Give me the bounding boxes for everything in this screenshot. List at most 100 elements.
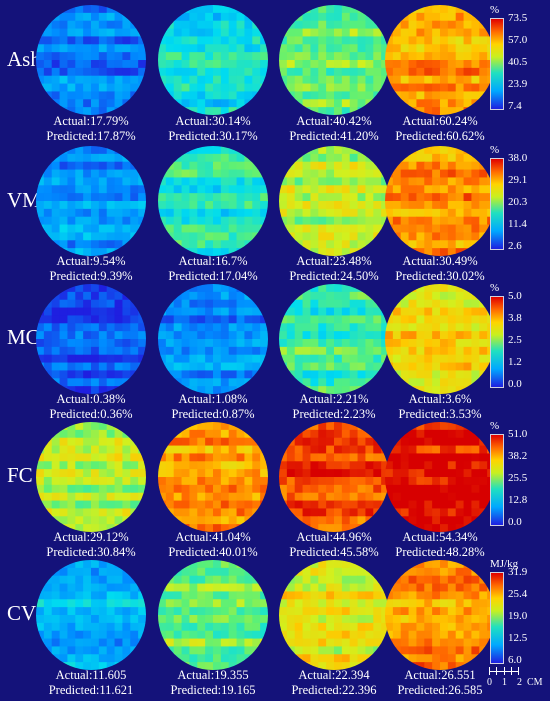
sample-map <box>158 422 268 532</box>
caption-predicted: Predicted:30.17% <box>168 129 258 143</box>
colorbar-unit: % <box>490 144 500 156</box>
caption-actual: Actual:1.08% <box>178 392 248 406</box>
caption-predicted: Predicted:9.39% <box>49 269 133 283</box>
colorbar <box>490 434 504 526</box>
caption-actual: Actual:41.04% <box>175 530 251 544</box>
colorbar-tick: 6.0 <box>508 654 522 666</box>
caption-actual: Actual:54.34% <box>402 530 478 544</box>
caption-actual: Actual:11.605 <box>55 668 127 682</box>
colorbar-tick: 38.2 <box>508 450 528 462</box>
caption-predicted: Predicted:22.396 <box>291 683 377 697</box>
row-label-cv: CV <box>7 601 37 625</box>
colorbar <box>490 296 504 388</box>
sample-map <box>36 146 146 256</box>
caption-actual: Actual:17.79% <box>53 114 129 128</box>
colorbar-tick: 40.5 <box>508 56 528 68</box>
caption-predicted: Predicted:17.87% <box>46 129 136 143</box>
colorbar-tick: 19.0 <box>508 610 528 622</box>
colorbar-unit: MJ/kg <box>490 558 519 570</box>
caption-actual: Actual:29.12% <box>53 530 129 544</box>
caption-actual: Actual:0.38% <box>56 392 126 406</box>
caption-predicted: Predicted:0.36% <box>49 407 133 421</box>
row-label-mc: MC <box>7 325 40 349</box>
row-label-fc: FC <box>7 463 33 487</box>
caption-predicted: Predicted:19.165 <box>170 683 256 697</box>
colorbar-unit: % <box>490 420 500 432</box>
colorbar-tick: 73.5 <box>508 12 528 24</box>
colorbar-tick: 23.9 <box>508 78 528 90</box>
sample-map <box>36 5 146 115</box>
sample-map <box>279 5 389 115</box>
sample-map <box>36 284 146 394</box>
sample-map <box>385 5 495 115</box>
colorbar-tick: 2.6 <box>508 240 522 252</box>
sample-map <box>158 146 268 256</box>
colorbar-tick: 51.0 <box>508 428 528 440</box>
colorbar <box>490 18 504 110</box>
caption-actual: Actual:30.14% <box>175 114 251 128</box>
scale-label: 0 <box>487 677 492 688</box>
sample-map <box>279 146 389 256</box>
colorbar-tick: 0.0 <box>508 516 522 528</box>
colorbar-tick: 7.4 <box>508 100 522 112</box>
sample-map <box>385 560 495 670</box>
colorbar-tick: 25.5 <box>508 472 528 484</box>
sample-map <box>36 422 146 532</box>
caption-predicted: Predicted:48.28% <box>395 545 485 559</box>
caption-actual: Actual:16.7% <box>178 254 248 268</box>
colorbar-tick: 31.9 <box>508 566 528 578</box>
colorbar-unit: % <box>490 4 500 16</box>
sample-map <box>36 560 146 670</box>
caption-predicted: Predicted:17.04% <box>168 269 258 283</box>
caption-actual: Actual:40.42% <box>296 114 372 128</box>
caption-predicted: Predicted:30.84% <box>46 545 136 559</box>
sample-map <box>279 422 389 532</box>
caption-predicted: Predicted:11.621 <box>48 683 134 697</box>
caption-predicted: Predicted:24.50% <box>289 269 379 283</box>
sample-map <box>279 560 389 670</box>
sample-map <box>158 5 268 115</box>
colorbar-tick: 12.5 <box>508 632 528 644</box>
caption-predicted: Predicted:41.20% <box>289 129 379 143</box>
colorbar-tick: 20.3 <box>508 196 528 208</box>
colorbar-tick: 0.0 <box>508 378 522 390</box>
colorbar-unit: % <box>490 282 500 294</box>
caption-predicted: Predicted:45.58% <box>289 545 379 559</box>
colorbar <box>490 572 504 664</box>
colorbar-tick: 25.4 <box>508 588 528 600</box>
caption-predicted: Predicted:30.02% <box>395 269 485 283</box>
caption-actual: Actual:23.48% <box>296 254 372 268</box>
scale-label: CM <box>527 677 543 688</box>
row-label-vm: VM <box>7 188 41 212</box>
caption-actual: Actual:19.355 <box>177 668 249 682</box>
caption-actual: Actual:60.24% <box>402 114 478 128</box>
scale-label: 1 <box>502 677 507 688</box>
caption-predicted: Predicted:3.53% <box>398 407 482 421</box>
caption-actual: Actual:3.6% <box>408 392 472 406</box>
colorbar-tick: 3.8 <box>508 312 522 324</box>
row-label-ash: Ash <box>7 47 41 71</box>
caption-predicted: Predicted:2.23% <box>292 407 376 421</box>
colorbar <box>490 158 504 250</box>
caption-predicted: Predicted:40.01% <box>168 545 258 559</box>
caption-actual: Actual:22.394 <box>298 668 370 682</box>
colorbar-tick: 2.5 <box>508 334 522 346</box>
sample-map <box>158 560 268 670</box>
colorbar-tick: 12.8 <box>508 494 528 506</box>
sample-map <box>385 146 495 256</box>
scale-bar <box>487 665 527 677</box>
colorbar-tick: 57.0 <box>508 34 528 46</box>
sample-map <box>385 422 495 532</box>
colorbar-tick: 1.2 <box>508 356 522 368</box>
sample-map <box>279 284 389 394</box>
caption-actual: Actual:30.49% <box>402 254 478 268</box>
colorbar-tick: 29.1 <box>508 174 528 186</box>
caption-actual: Actual:9.54% <box>56 254 126 268</box>
colorbar-tick: 5.0 <box>508 290 522 302</box>
sample-map <box>385 284 495 394</box>
colorbar-tick: 38.0 <box>508 152 528 164</box>
caption-predicted: Predicted:60.62% <box>395 129 485 143</box>
caption-predicted: Predicted:26.585 <box>397 683 483 697</box>
colorbar-tick: 11.4 <box>508 218 527 230</box>
